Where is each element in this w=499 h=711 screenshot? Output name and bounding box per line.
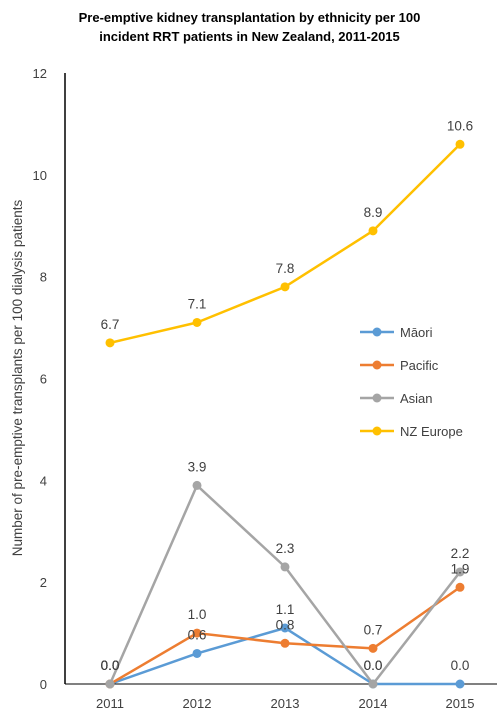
x-tick-label: 2011 [96, 696, 124, 711]
data-point [280, 638, 290, 648]
data-point [280, 623, 290, 633]
legend-entry: Māori [400, 325, 433, 340]
data-label: 0.0 [451, 658, 470, 673]
data-label: 0.0 [101, 658, 120, 673]
data-label: 0.0 [101, 658, 120, 673]
data-label: 3.9 [188, 459, 207, 474]
y-tick-label: 8 [40, 270, 47, 285]
y-tick-label: 10 [33, 168, 47, 183]
data-label: 0.0 [101, 658, 120, 673]
y-tick-label: 0 [40, 677, 47, 692]
legend-entry: Pacific [400, 358, 439, 373]
y-tick-label: 2 [40, 575, 47, 590]
data-point [455, 139, 465, 149]
data-point [368, 643, 378, 653]
data-label: 0.7 [364, 622, 383, 637]
data-point [192, 317, 202, 327]
legend-entry: Asian [400, 391, 433, 406]
y-axis-title: Number of pre-emptive transplants per 10… [10, 200, 25, 557]
data-label: 2.3 [276, 541, 295, 556]
legend-swatch-marker [372, 393, 382, 403]
data-point [455, 567, 465, 577]
data-point [368, 226, 378, 236]
y-tick-label: 6 [40, 372, 47, 387]
data-point [455, 582, 465, 592]
series-line-Māori [109, 626, 460, 686]
data-label: 7.8 [276, 261, 295, 276]
data-label: 8.9 [364, 205, 383, 220]
data-point [105, 338, 115, 348]
x-tick-label: 2014 [359, 696, 388, 711]
data-point [105, 679, 115, 689]
y-tick-label: 12 [33, 66, 47, 81]
chart-title: Pre-emptive kidney transplantation by et… [0, 8, 499, 46]
legend-entry: NZ Europe [400, 424, 463, 439]
legend-swatch-marker [372, 360, 382, 370]
data-label: 0.0 [364, 658, 383, 673]
y-tick-label: 4 [40, 473, 47, 488]
x-tick-label: 2013 [271, 696, 300, 711]
chart-title-line-2: incident RRT patients in New Zealand, 20… [99, 29, 400, 44]
data-label: 6.7 [101, 317, 120, 332]
x-tick-label: 2015 [446, 696, 475, 711]
data-label: 7.1 [188, 296, 207, 311]
data-point [192, 480, 202, 490]
data-label: 0.0 [364, 658, 383, 673]
data-label: 0.8 [276, 617, 295, 632]
data-label: 1.0 [188, 607, 207, 622]
legend-swatch-marker [372, 327, 382, 337]
data-label: 2.2 [451, 546, 470, 561]
data-point [280, 562, 290, 572]
data-point [192, 648, 202, 658]
legend-swatch-marker [372, 426, 382, 436]
data-point [192, 628, 202, 638]
data-label: 0.6 [188, 627, 207, 642]
data-point [455, 679, 465, 689]
data-point [280, 282, 290, 292]
series-line-NZ Europe [109, 143, 461, 345]
data-label: 1.1 [276, 602, 295, 617]
x-tick-label: 2012 [183, 696, 212, 711]
chart-title-line-1: Pre-emptive kidney transplantation by et… [78, 10, 421, 25]
data-point [368, 679, 378, 689]
data-label: 1.9 [451, 561, 470, 576]
data-label: 10.6 [447, 118, 473, 133]
